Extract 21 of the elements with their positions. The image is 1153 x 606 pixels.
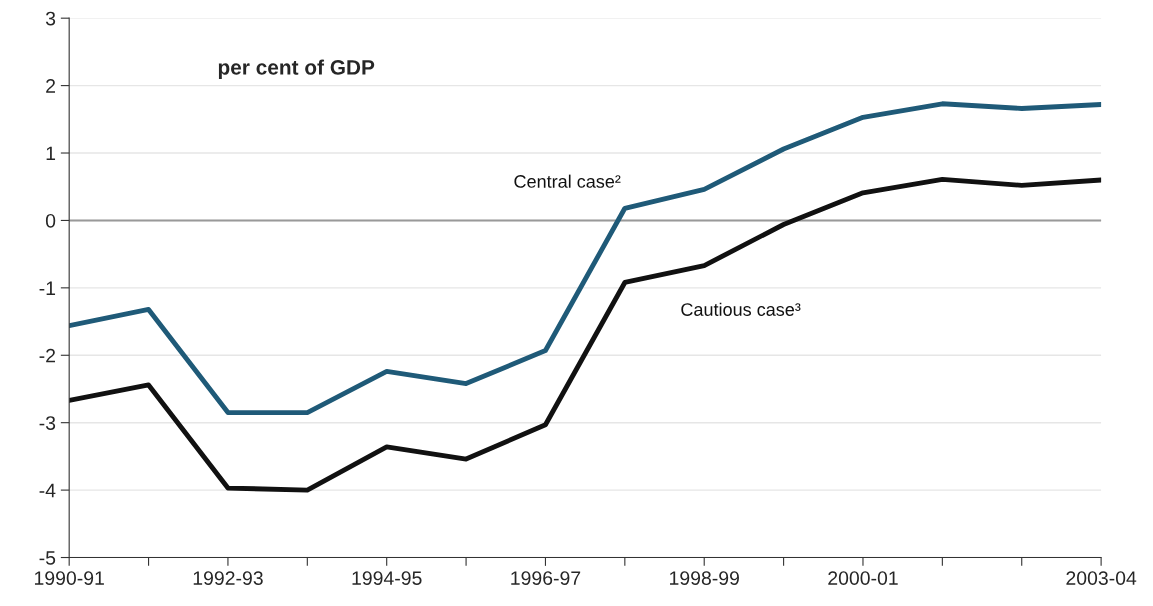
y-tick-label: -2 <box>39 348 56 363</box>
y-tick-label: 1 <box>46 146 56 161</box>
y-tick-label: -1 <box>39 281 56 295</box>
series-label: Cautious case³ <box>681 302 801 316</box>
line-series <box>69 176 1102 493</box>
y-tick-label: -4 <box>39 483 56 498</box>
line-series <box>69 101 1102 415</box>
x-tick-label: 1994-95 <box>352 571 422 585</box>
y-tick-label: 3 <box>45 11 56 26</box>
x-tick-label: 1992-93 <box>193 571 263 585</box>
text: per cent of GDP <box>218 59 375 79</box>
x-tick-label: 1990-91 <box>34 571 104 585</box>
y-tick-label: 0 <box>45 213 56 228</box>
x-tick-label: 2000-01 <box>828 571 898 585</box>
x-tick-label: 2003-04 <box>1066 571 1137 585</box>
y-tick-label: -5 <box>39 551 56 565</box>
y-tick-label: -3 <box>39 416 56 430</box>
y-tick-label: 2 <box>46 79 56 93</box>
series-label: Central case² <box>514 174 621 188</box>
x-tick-label: 1996-97 <box>511 571 581 585</box>
x-tick-label: 1998-99 <box>670 571 739 585</box>
